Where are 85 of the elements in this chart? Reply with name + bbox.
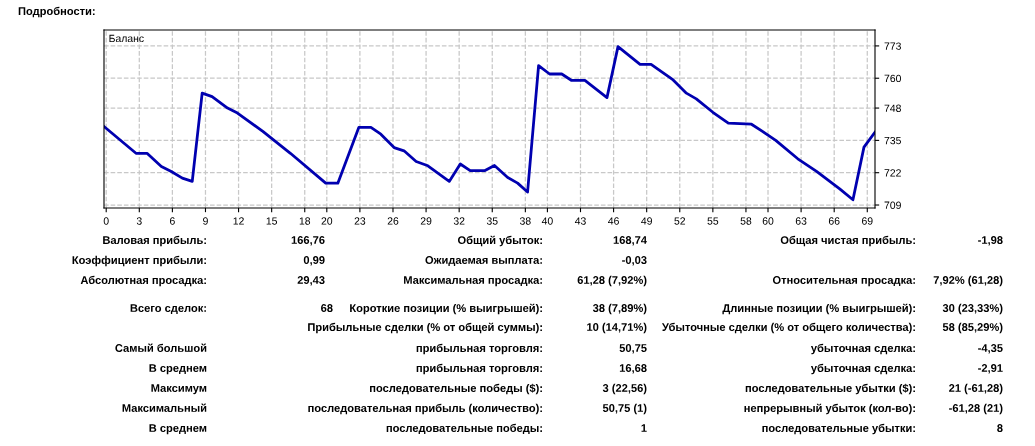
x-tick-label: 60 <box>762 217 774 225</box>
y-tick-label: 748 <box>884 104 901 112</box>
text: -2,91 <box>978 364 1003 374</box>
x-tick-label: 26 <box>387 217 399 225</box>
x-tick-label: 63 <box>795 217 807 225</box>
text: В среднем <box>149 424 207 435</box>
x-tick-label: 66 <box>828 217 840 225</box>
text: -1,98 <box>978 236 1003 246</box>
y-tick-label: 773 <box>884 42 901 50</box>
text: 7,92% (61,28) <box>933 275 1003 287</box>
text: Короткие позиции (% выигрышей): <box>350 303 542 315</box>
text: прибыльная торговля: <box>416 343 542 355</box>
text: 166,76 <box>291 236 325 246</box>
text: 61,28 (7,92%) <box>577 275 647 287</box>
x-tick-label: 38 <box>519 217 531 225</box>
text: Абсолютная просадка: <box>80 275 206 287</box>
text: 68 <box>321 304 333 312</box>
x-tick-label: 32 <box>453 217 465 225</box>
x-tick-label: 20 <box>321 217 333 225</box>
text: последовательная прибыль (количество): <box>308 403 542 415</box>
text: 168,74 <box>613 236 647 246</box>
text: последовательные убытки: <box>762 423 915 435</box>
x-tick-label: 18 <box>299 217 311 225</box>
text: 0,99 <box>303 256 325 266</box>
text: 21 (-61,28) <box>949 383 1003 395</box>
text: 10 (14,71%) <box>587 322 647 334</box>
y-tick-label: 709 <box>884 201 901 209</box>
text: Максимум <box>151 384 207 395</box>
text: Коэффициент прибыли: <box>72 255 206 267</box>
text: прибыльная торговля: <box>416 363 542 375</box>
x-tick-label: 55 <box>707 217 719 225</box>
x-tick-label: 52 <box>674 217 686 225</box>
x-tick-label: 12 <box>233 217 244 225</box>
text: непрерывный убыток (кол-во): <box>744 403 915 415</box>
x-tick-label: 43 <box>574 217 586 225</box>
x-tick-label: 6 <box>170 217 175 225</box>
y-tick-label: 760 <box>884 74 901 83</box>
x-tick-label: 15 <box>266 217 278 225</box>
text: последовательные победы: <box>386 423 542 435</box>
text: Убыточные сделки (% от общего количества): <box>661 322 915 334</box>
x-tick-label: 3 <box>136 217 142 225</box>
text: Общий убыток: <box>457 235 542 247</box>
text: -61,28 (21) <box>949 403 1003 415</box>
x-tick-label: 58 <box>740 217 752 225</box>
text: 3 (22,56) <box>602 383 647 395</box>
text: Самый большой <box>115 343 207 352</box>
text: Максимальный <box>122 403 207 412</box>
chart-title: Баланс <box>109 34 144 43</box>
text: последовательные убытки ($): <box>745 383 915 395</box>
text: Общая чистая прибыль: <box>780 235 915 247</box>
y-tick-label: 722 <box>884 169 901 177</box>
text: 50,75 <box>619 344 647 354</box>
text: последовательные победы ($): <box>370 383 542 395</box>
text: 30 (23,33%) <box>942 303 1003 315</box>
x-tick-label: 29 <box>420 217 432 225</box>
text: 8 <box>997 424 1003 432</box>
text: В среднем <box>149 364 207 375</box>
x-tick-label: 23 <box>354 217 366 225</box>
text: Длинные позиции (% выигрышей): <box>722 303 915 315</box>
x-tick-label: 35 <box>486 217 498 225</box>
x-tick-label: 9 <box>203 217 208 225</box>
text: Прибыльные сделки (% от общей суммы): <box>308 322 542 334</box>
x-tick-label: 69 <box>862 217 873 225</box>
text: Максимальная просадка: <box>404 276 542 287</box>
text: убыточная сделка: <box>810 343 915 355</box>
text: Валовая прибыль: <box>103 235 206 247</box>
text: Ожидаемая выплата: <box>425 256 542 267</box>
text: 16,68 <box>619 364 647 374</box>
text: 29,43 <box>297 276 325 286</box>
x-tick-label: 0 <box>103 217 109 225</box>
text: Подробности: <box>18 6 95 18</box>
x-tick-label: 40 <box>541 217 553 225</box>
text: -4,35 <box>978 344 1003 354</box>
text: Относительная просадка: <box>772 276 915 287</box>
text: 1 <box>641 424 647 432</box>
text: 38 (7,89%) <box>592 303 647 315</box>
text: 58 (85,29%) <box>942 322 1003 334</box>
text: -0,03 <box>622 256 647 266</box>
text: 50,75 (1) <box>602 403 647 415</box>
y-tick-label: 735 <box>884 136 901 145</box>
line-series <box>104 45 875 202</box>
text: Всего сделок: <box>130 304 206 315</box>
x-tick-label: 49 <box>641 217 652 225</box>
text: убыточная сделка: <box>810 363 915 375</box>
x-tick-label: 46 <box>608 217 619 225</box>
